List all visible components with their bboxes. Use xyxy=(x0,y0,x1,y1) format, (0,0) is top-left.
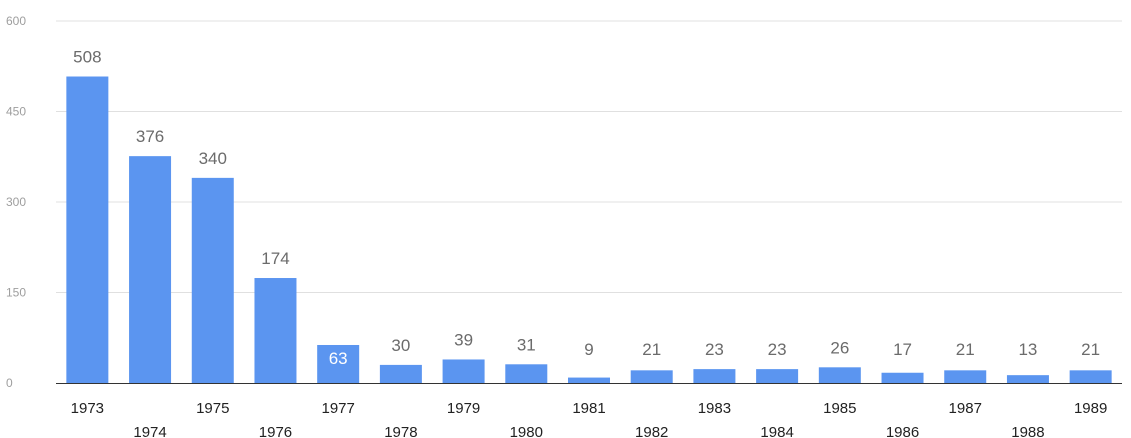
x-tick-label-1974: 1974 xyxy=(133,424,166,438)
bar-1978 xyxy=(379,364,422,383)
bar-1974 xyxy=(129,156,172,383)
data-label-1985: 26 xyxy=(830,338,849,357)
x-tick-label-1984: 1984 xyxy=(760,424,793,438)
x-tick-label-1987: 1987 xyxy=(949,400,982,417)
data-label-1982: 21 xyxy=(642,340,661,359)
data-label-1973: 508 xyxy=(73,48,101,67)
bar-1976 xyxy=(254,278,297,383)
bar-1989 xyxy=(1069,370,1112,383)
data-labels: 508 376 340 174 63 30 39 31 9 21 23 23 26 17 21 13 21 xyxy=(73,48,1100,368)
x-tick-label-1980: 1980 xyxy=(510,424,543,438)
bar-1980 xyxy=(505,364,548,383)
data-label-1984: 23 xyxy=(768,340,787,359)
data-label-1979: 39 xyxy=(454,330,473,349)
bar-1984 xyxy=(756,369,799,383)
bar-1975 xyxy=(191,177,234,383)
data-label-1981: 9 xyxy=(584,340,593,359)
x-tick-label-1978: 1978 xyxy=(384,424,417,438)
bar-1986 xyxy=(881,372,924,383)
x-tick-label-1976: 1976 xyxy=(259,424,292,438)
x-tick-label-1981: 1981 xyxy=(572,400,605,417)
data-label-1976: 174 xyxy=(261,249,289,268)
data-label-1988: 13 xyxy=(1018,340,1037,359)
bar-1977 xyxy=(317,344,360,383)
data-label-1974: 376 xyxy=(136,127,164,146)
bar-1981 xyxy=(568,377,610,383)
x-tick-label-1985: 1985 xyxy=(823,400,856,417)
bar-1987 xyxy=(944,370,987,383)
x-tick-label-1982: 1982 xyxy=(635,424,668,438)
data-label-1987: 21 xyxy=(956,340,975,359)
bar-1982 xyxy=(630,370,673,383)
bars xyxy=(66,76,1112,384)
x-tick-label-1983: 1983 xyxy=(698,400,731,417)
x-tick-label-1988: 1988 xyxy=(1011,424,1044,438)
x-tick-label-1977: 1977 xyxy=(321,400,354,417)
data-label-1986: 17 xyxy=(893,340,912,359)
y-axis-ticks: 0 150 300 450 600 xyxy=(6,14,26,390)
y-tick-label: 300 xyxy=(6,195,26,209)
y-tick-label: 0 xyxy=(6,376,13,390)
y-tick-label: 600 xyxy=(6,14,26,28)
x-tick-label-1973: 1973 xyxy=(71,400,104,417)
data-label-1980: 31 xyxy=(517,335,536,354)
bar-1985 xyxy=(818,367,861,383)
data-label-1983: 23 xyxy=(705,340,724,359)
x-tick-label-1975: 1975 xyxy=(196,400,229,417)
data-label-1978: 30 xyxy=(391,336,410,355)
data-label-1977: 63 xyxy=(329,349,348,368)
data-label-1975: 340 xyxy=(199,149,227,168)
bar-1983 xyxy=(693,369,736,383)
x-axis-ticks: 1973 1974 1975 1976 1977 1978 1979 1980 1981 1982… xyxy=(71,400,1108,438)
bar-1979 xyxy=(442,359,485,383)
y-tick-label: 150 xyxy=(6,286,26,300)
x-tick-label-1989: 1989 xyxy=(1074,400,1107,417)
bar-1973 xyxy=(66,76,109,384)
bar-1988 xyxy=(1006,375,1049,383)
data-label-1989: 21 xyxy=(1081,340,1100,359)
x-tick-label-1986: 1986 xyxy=(886,424,919,438)
x-tick-label-1979: 1979 xyxy=(447,400,480,417)
y-tick-label: 450 xyxy=(6,105,26,119)
